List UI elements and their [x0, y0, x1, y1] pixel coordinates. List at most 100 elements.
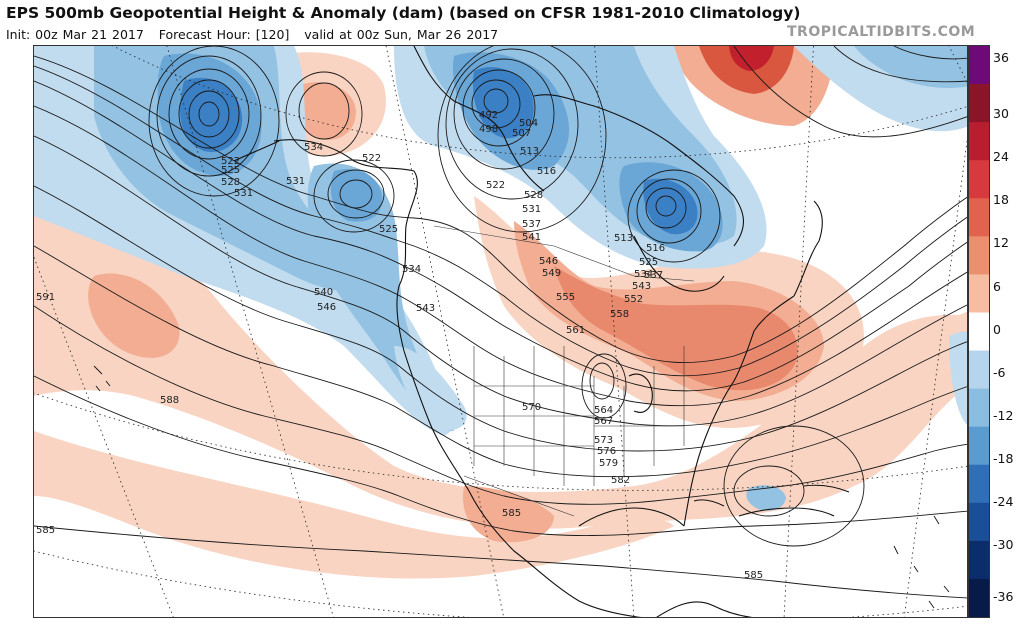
contour-label: 564 — [594, 405, 613, 416]
contour-label: 543 — [632, 281, 651, 292]
colorbar-tick-label: -30 — [993, 537, 1014, 552]
contour-label: 588 — [160, 395, 179, 406]
colorbar-tick-label: 18 — [993, 192, 1009, 207]
anomaly-positive-alaska-core — [296, 82, 356, 140]
colorbar-tick-label: 30 — [993, 106, 1009, 121]
colorbar-swatch — [969, 236, 989, 275]
colorbar-swatch — [969, 578, 989, 617]
contour-label: 552 — [624, 294, 643, 305]
colorbar-swatch — [969, 84, 989, 123]
colorbar-swatch — [969, 350, 989, 390]
colorbar-tick-label: -24 — [993, 494, 1014, 509]
contour-label: 541 — [522, 232, 541, 243]
contour-label: 537 — [644, 270, 663, 281]
contour-label: 585 — [36, 525, 55, 536]
contour-label: 531 — [234, 188, 253, 199]
political-borders — [433, 225, 695, 517]
coastlines — [233, 46, 850, 617]
height-contours — [34, 46, 967, 599]
contour-label: 531 — [522, 204, 541, 215]
contour-label: 540 — [314, 287, 333, 298]
contour-label: 522 — [362, 153, 381, 164]
contour-label: 516 — [537, 166, 556, 177]
islands — [93, 365, 950, 609]
contour-label: 573 — [594, 435, 613, 446]
contour-label: 555 — [556, 292, 575, 303]
contour-label: 534 — [634, 269, 653, 280]
colorbar-tick-label: -36 — [993, 589, 1014, 604]
valid-time: valid at 00z Sun, Mar 26 2017 — [304, 27, 499, 42]
contour-label: 567 — [594, 416, 613, 427]
colorbar-swatch — [969, 198, 989, 237]
colorbar-swatch — [969, 426, 989, 466]
anomaly-positive-pacific-core — [88, 273, 180, 358]
contour-label: 576 — [597, 446, 616, 457]
contour-label: 513 — [520, 146, 539, 157]
anomaly-positive-pacific — [34, 141, 967, 529]
colorbar-swatch — [969, 274, 989, 314]
colorbar-swatch — [969, 502, 989, 542]
colorbar — [968, 45, 990, 618]
contour-label: 537 — [522, 219, 541, 230]
colorbar-tick-label: -18 — [993, 451, 1014, 466]
contour-label: 531 — [286, 176, 305, 187]
contour-label: 528 — [221, 177, 240, 188]
colorbar-swatch — [969, 540, 989, 580]
anomaly-negative-canada-core — [473, 67, 534, 139]
anomaly-positive-greenland-max — [729, 46, 774, 71]
anomaly-negative-labrador-core — [643, 178, 698, 235]
contour-label: 546 — [317, 302, 336, 313]
forecast-hour: Forecast Hour: [120] — [158, 27, 290, 42]
colorbar-tick-label: 6 — [993, 279, 1001, 294]
contour-label: 591 — [36, 292, 55, 303]
contour-label: 492 — [479, 110, 498, 121]
chart-title: EPS 500mb Geopotential Height & Anomaly … — [6, 4, 801, 22]
anomaly-negative-arctic-corner-2 — [854, 46, 967, 88]
contour-label: 504 — [519, 118, 538, 129]
anomaly-negative-southwest — [394, 346, 467, 430]
anomaly-positive-mexico — [463, 486, 554, 543]
run-info: Init: 00z Mar 21 2017 Forecast Hour: [12… — [6, 27, 498, 42]
contour-label: 516 — [646, 243, 665, 254]
colorbar-swatch — [969, 46, 989, 85]
contour-label: 525 — [639, 257, 658, 268]
anomaly-negative-atlantic-edge — [949, 331, 967, 425]
map-panel: 522 525 528 531 534 531 522 525 534 540 546 543 591 5… — [33, 45, 968, 618]
contour-label: 525 — [379, 224, 398, 235]
contour-label: 498 — [479, 124, 498, 135]
colorbar-swatch — [969, 464, 989, 504]
contour-label: 513 — [614, 233, 633, 244]
contour-label: 546 — [539, 256, 558, 267]
colorbar-tick-label: 12 — [993, 235, 1009, 250]
anomaly-negative-gulf-of-alaska — [330, 168, 383, 222]
colorbar-swatch — [969, 312, 989, 352]
colorbar-swatch — [969, 122, 989, 161]
contour-label: 534 — [304, 142, 323, 153]
contour-label: 534 — [402, 264, 421, 275]
init-time: Init: 00z Mar 21 2017 — [6, 27, 144, 42]
contour-label: 522 — [486, 180, 505, 191]
colorbar-tick-label: 0 — [993, 322, 1001, 337]
contour-label: 525 — [221, 165, 240, 176]
contour-label: 561 — [566, 325, 585, 336]
colorbar-tick-label: 36 — [993, 50, 1009, 65]
contour-label: 549 — [542, 268, 561, 279]
contour-label: 543 — [416, 303, 435, 314]
lat-lon-grid — [34, 46, 967, 617]
anomaly-negative-caribbean — [746, 485, 786, 511]
contour-label: 528 — [524, 190, 543, 201]
contour-label: 585 — [502, 508, 521, 519]
colorbar-tick-label: 24 — [993, 149, 1009, 164]
site-watermark: TROPICALTIDBITS.COM — [787, 24, 976, 40]
anomaly-fills — [34, 46, 967, 579]
colorbar-tick-label: -12 — [993, 408, 1014, 423]
contour-label: 522 — [221, 156, 240, 167]
contour-label: 579 — [599, 458, 618, 469]
colorbar-swatch — [969, 160, 989, 199]
contour-label: 558 — [610, 309, 629, 320]
contour-label: 585 — [744, 570, 763, 581]
colorbar-swatches — [969, 46, 989, 617]
contour-label: 570 — [522, 402, 541, 413]
